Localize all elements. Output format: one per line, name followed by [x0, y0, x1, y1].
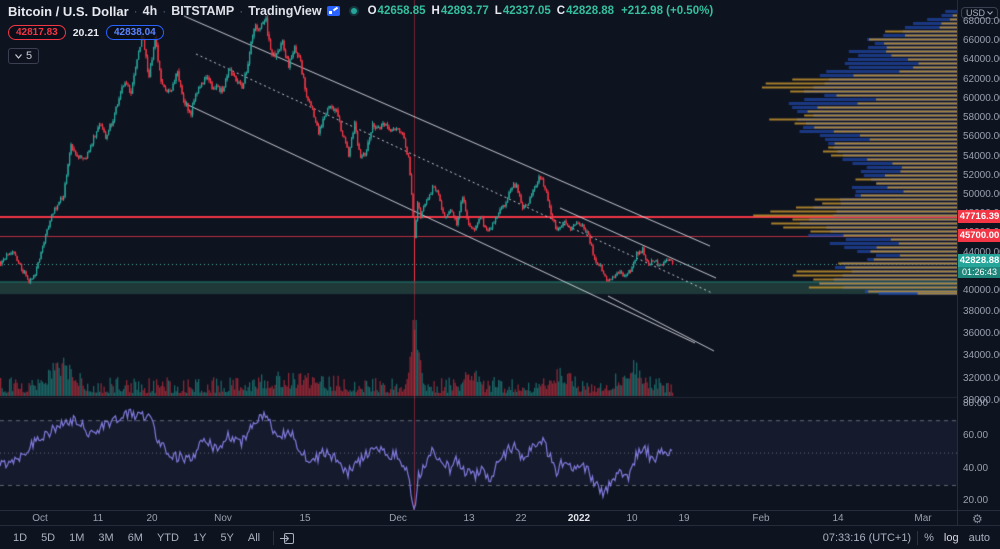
price-tick: 54000.00: [963, 151, 1000, 162]
price-tick: 68000.00: [963, 16, 1000, 27]
range-button-3m[interactable]: 3M: [98, 532, 114, 544]
time-tick: Nov: [214, 513, 232, 524]
time-axis-gear-icon[interactable]: ⚙: [972, 512, 983, 526]
rsi-tick: 40.00: [963, 462, 989, 474]
toolbar-divider: [917, 531, 919, 545]
price-axis[interactable]: USD 68000.00 66000.00 64000.00 62000.00 6000…: [957, 0, 1000, 510]
alert-price-label: 47716.39: [958, 209, 1000, 223]
currency-toggle[interactable]: USD: [960, 7, 998, 19]
separator-dot: ·: [162, 4, 167, 18]
price-tick: 64000.00: [963, 54, 1000, 65]
range-button-all[interactable]: All: [247, 532, 261, 544]
last-price-label: 42828.88 01:26:43: [958, 254, 1000, 279]
time-tick: 14: [832, 513, 844, 524]
go-to-date-icon: [280, 532, 295, 544]
time-tick: Feb: [752, 513, 770, 524]
price-alert-badges: 42817.83 20.21 42838.04: [8, 25, 164, 40]
rsi-tick: 80.00: [963, 398, 989, 409]
price-tick: 38000.00: [963, 306, 1000, 317]
time-tick: 19: [678, 513, 690, 524]
chevron-down-icon: [15, 53, 22, 59]
time-tick: 22: [515, 513, 527, 524]
time-tick: 15: [299, 513, 311, 524]
indicator-collapse-button[interactable]: 5: [8, 48, 40, 64]
go-to-date-button[interactable]: [280, 532, 295, 545]
high-label: H: [431, 5, 440, 17]
currency-label: USD: [965, 8, 985, 18]
time-tick: Mar: [914, 513, 932, 524]
time-tick: 11: [92, 513, 104, 524]
price-tick: 44000.00: [963, 247, 1000, 258]
price-tick: 50000.00: [963, 189, 1000, 200]
time-axis[interactable]: Oct 11 20 Nov 15 Dec 13 22 2022 10 19 Feb 14 Mar ⚙: [0, 510, 1000, 526]
price-tick: 66000.00: [963, 35, 1000, 46]
range-button-6m[interactable]: 6M: [127, 532, 143, 544]
tradingview-logo-icon[interactable]: [326, 6, 340, 16]
symbol-title[interactable]: Bitcoin / U.S. Dollar: [8, 3, 129, 19]
log-scale-button[interactable]: log: [943, 532, 959, 544]
range-button-5d[interactable]: 5D: [41, 532, 56, 544]
price-tick: 52000.00: [963, 170, 1000, 181]
market-status-icon: [350, 8, 357, 14]
interval-label[interactable]: 4h: [142, 4, 158, 18]
price-tick: 58000.00: [963, 112, 1000, 123]
time-tick: 20: [146, 513, 158, 524]
price-tick: 34000.00: [963, 350, 1000, 361]
range-button-1m[interactable]: 1M: [69, 532, 85, 544]
close-value: 42828.88: [566, 5, 615, 17]
price-tick: 60000.00: [963, 93, 1000, 104]
last-price-value: 42828.88: [958, 254, 1000, 268]
open-label: O: [367, 5, 377, 17]
close-label: C: [556, 5, 566, 17]
alert-badge-red[interactable]: 42817.83: [8, 25, 66, 40]
symbol-header: Bitcoin / U.S. Dollar · 4h · BITSTAMP · …: [8, 3, 713, 19]
time-tick: 2022: [567, 513, 591, 524]
change-value: +212.98 (+0.50%): [621, 5, 714, 17]
bottom-toolbar: 1D 5D 1M 3M 6M YTD 1Y 5Y All 07:33:16 (UTC+1) % …: [0, 525, 1000, 549]
open-value: 42658.85: [377, 5, 426, 17]
axis-corner-separator: [957, 511, 958, 526]
scale-buttons: % log auto: [924, 532, 990, 544]
time-tick: 10: [626, 513, 638, 524]
spread-value: 20.21: [72, 26, 99, 39]
price-tick: 32000.00: [963, 373, 1000, 384]
price-tick: 62000.00: [963, 74, 1000, 85]
price-tick: 30000.00: [963, 395, 1000, 406]
brand-label: TradingView: [248, 4, 322, 18]
date-range-buttons: 1D 5D 1M 3M 6M YTD 1Y 5Y All: [6, 530, 267, 546]
price-tick: 36000.00: [963, 328, 1000, 339]
indicator-count: 5: [26, 50, 33, 62]
low-value: 42337.05: [502, 5, 551, 17]
session-clock[interactable]: 07:33:16 (UTC+1): [822, 532, 912, 544]
ohlc-readout: O42658.85 H42893.77 L42337.05 C42828.88 …: [368, 5, 714, 17]
toolbar-divider: [273, 531, 275, 545]
rsi-tick: 60.00: [963, 430, 989, 442]
range-button-5y[interactable]: 5Y: [220, 532, 234, 544]
price-tick: 56000.00: [963, 131, 1000, 142]
bar-countdown: 01:26:43: [958, 267, 1000, 279]
alert-price-label: 45700.00: [958, 229, 1000, 242]
low-label: L: [494, 5, 502, 17]
separator-dot: ·: [239, 4, 244, 18]
chevron-down-icon: [987, 11, 993, 15]
separator-dot: ·: [133, 4, 138, 18]
range-button-1d[interactable]: 1D: [13, 532, 28, 544]
alert-badge-blue[interactable]: 42838.04: [106, 25, 164, 40]
rsi-tick: 20.00: [963, 495, 989, 507]
range-button-1y[interactable]: 1Y: [192, 532, 207, 544]
exchange-label[interactable]: BITSTAMP: [171, 4, 235, 18]
percent-scale-button[interactable]: %: [924, 532, 934, 544]
high-value: 42893.77: [440, 5, 489, 17]
price-tick: 40000.00: [963, 285, 1000, 296]
time-tick: Oct: [32, 513, 48, 524]
chart-canvas[interactable]: [0, 0, 957, 510]
range-button-ytd[interactable]: YTD: [156, 532, 179, 544]
auto-scale-button[interactable]: auto: [968, 532, 990, 544]
time-tick: Dec: [389, 513, 407, 524]
time-tick: 13: [463, 513, 475, 524]
